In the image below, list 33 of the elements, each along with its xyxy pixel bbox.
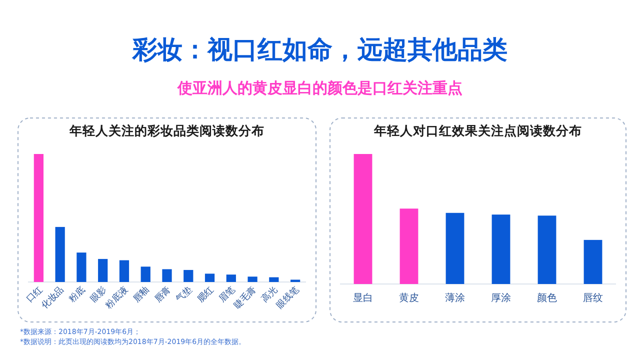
- bar: [446, 212, 464, 284]
- text: 使亚洲人的黄皮显白的颜色是口红关注重点: [176, 79, 462, 97]
- x-tick-label: 唇膏: [152, 284, 174, 305]
- bar: [55, 226, 65, 282]
- bar: [140, 266, 150, 282]
- bar: [119, 260, 130, 282]
- bar: [354, 154, 372, 284]
- bar: [184, 270, 194, 282]
- x-tick-label: 显白: [353, 292, 373, 304]
- bar: [269, 277, 279, 282]
- x-tick-label: 粉底: [67, 284, 88, 305]
- x-tick-label: 厚涂: [491, 292, 511, 304]
- chart-title: 年轻人对口红效果关注点阅读数分布: [373, 123, 582, 138]
- x-tick-label: 薄涂: [445, 292, 465, 304]
- x-tick-label: 唇釉: [131, 284, 152, 305]
- text: 彩妆：视口红如命，远超其他品类: [132, 35, 508, 64]
- bar: [98, 258, 108, 282]
- bar: [162, 269, 172, 282]
- x-tick-label: 腮红: [195, 284, 216, 305]
- bar: [76, 252, 86, 282]
- bar: [226, 274, 236, 282]
- bar: [34, 154, 44, 282]
- bar: [204, 274, 215, 282]
- x-tick-label: 唇纹: [583, 292, 603, 304]
- x-tick-label: 气垫: [174, 284, 195, 305]
- x-tick-label: 颜色: [537, 292, 557, 304]
- bar: [248, 276, 258, 282]
- bar: [492, 214, 510, 284]
- x-tick-label: 黄皮: [399, 292, 419, 304]
- chart-title: 年轻人关注的彩妆品类阅读数分布: [68, 123, 264, 138]
- bar: [400, 208, 418, 284]
- bar: [584, 240, 602, 284]
- bar: [538, 216, 556, 284]
